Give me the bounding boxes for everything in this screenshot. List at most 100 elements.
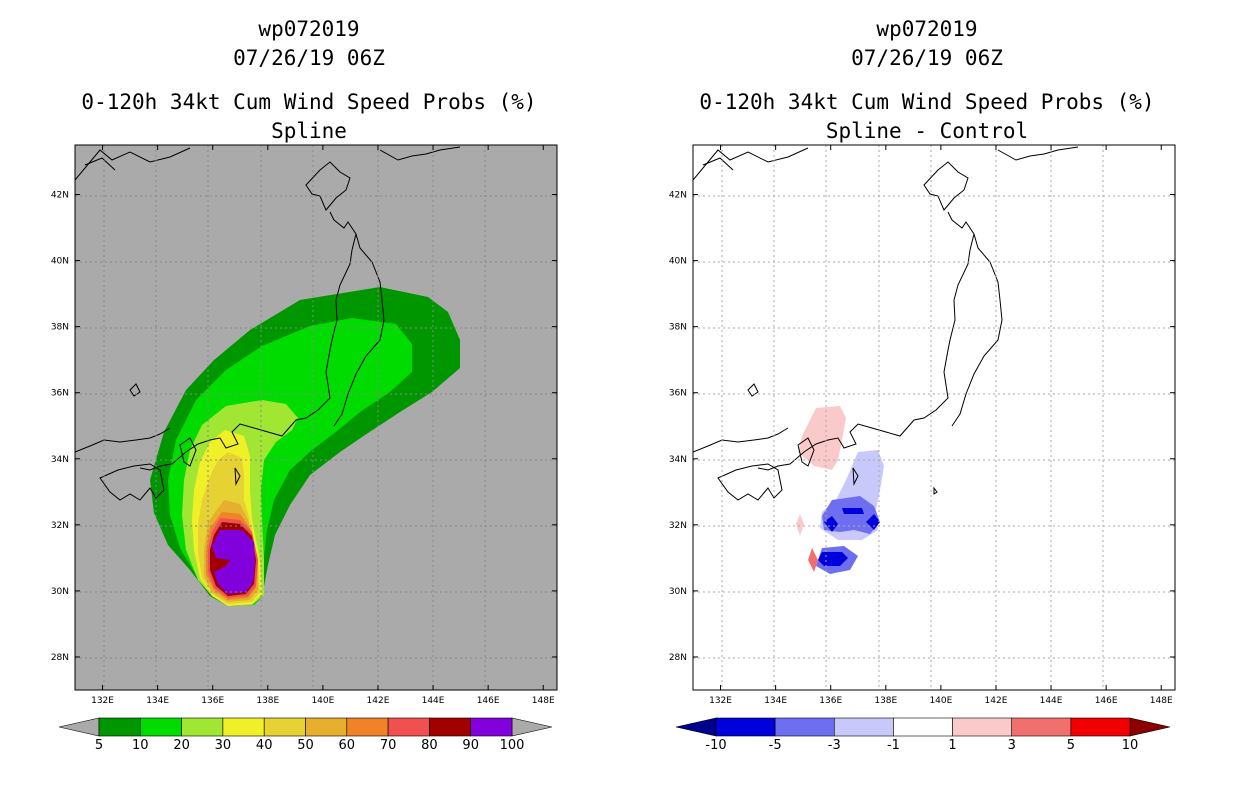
left-y-tick-label: 40N — [51, 257, 69, 267]
left-colorbar-swatch — [263, 717, 306, 737]
diff-positive-1 — [798, 406, 846, 470]
right-y-tick-label: 36N — [669, 389, 687, 399]
right-title-date: 07/26/19 06Z — [851, 46, 1003, 70]
left-colorbar: 5 10 20 30 40 50 60 70 80 90 100 — [58, 717, 553, 753]
right-gridlines — [693, 145, 1175, 690]
right-x-tick-label: 142E — [985, 696, 1008, 706]
left-colorbar-label: 10 — [132, 738, 149, 753]
left-colorbar-label: 5 — [95, 738, 103, 753]
left-title-method: Spline — [271, 119, 347, 143]
left-y-tick-label: 42N — [51, 191, 69, 201]
left-x-axis: 132E 134E 136E 138E 140E 142E 144E 146E 148E — [91, 145, 555, 706]
left-colorbar-swatch — [305, 717, 348, 737]
right-y-tick-label: 38N — [669, 323, 687, 333]
right-colorbar-label: -3 — [828, 738, 841, 753]
right-colorbar-swatch — [774, 717, 835, 737]
left-y-tick-label: 30N — [51, 587, 69, 597]
right-colorbar-arrow-low — [675, 717, 717, 737]
left-colorbar-arrow-low — [58, 717, 100, 737]
left-x-tick-label: 136E — [201, 696, 224, 706]
left-title-date: 07/26/19 06Z — [233, 46, 385, 70]
left-colorbar-swatch — [387, 717, 430, 737]
left-y-tick-label: 38N — [51, 323, 69, 333]
left-x-tick-label: 142E — [367, 696, 390, 706]
left-y-tick-label: 28N — [51, 653, 69, 663]
right-colorbar: -10 -5 -3 -1 1 3 5 10 — [675, 717, 1171, 753]
left-colorbar-label: 30 — [215, 738, 232, 753]
right-x-tick-label: 146E — [1095, 696, 1118, 706]
left-colorbar-label: 70 — [380, 738, 397, 753]
right-colorbar-label: 5 — [1067, 738, 1075, 753]
left-map-frame — [74, 144, 558, 691]
right-panel: wp072019 07/26/19 06Z 0-120h 34kt Cum Wi… — [618, 0, 1236, 800]
right-x-axis: 132E 134E 136E 138E 140E 142E 144E 146E 148E — [709, 145, 1173, 706]
right-colorbar-swatch — [833, 717, 894, 737]
right-x-tick-label: 138E — [874, 696, 897, 706]
left-colorbar-label: 20 — [173, 738, 190, 753]
right-x-tick-label: 134E — [764, 696, 787, 706]
right-colorbar-label: 3 — [1008, 738, 1016, 753]
left-chart-svg: 132E 134E 136E 138E 140E 142E 144E 146E 148E 28N… — [51, 144, 558, 753]
right-map-frame — [692, 144, 1176, 691]
right-title-method: Spline - Control — [825, 119, 1029, 143]
left-x-tick-label: 148E — [532, 696, 555, 706]
diff-negative-5b — [824, 516, 838, 532]
right-title-storm: wp072019 — [876, 17, 978, 41]
left-x-tick-label: 140E — [311, 696, 334, 706]
left-x-tick-label: 144E — [422, 696, 445, 706]
left-x-tick-label: 146E — [477, 696, 500, 706]
left-probability-field — [150, 287, 460, 606]
left-y-axis: 28N 30N 32N 34N 36N 38N 40N 42N — [51, 191, 557, 663]
left-colorbar-swatch — [181, 717, 224, 737]
right-colorbar-swatch — [952, 717, 1013, 737]
right-colorbar-swatch — [1070, 717, 1131, 737]
left-x-tick-label: 132E — [91, 696, 114, 706]
left-colorbar-label: 100 — [500, 738, 525, 753]
left-y-tick-label: 32N — [51, 521, 69, 531]
left-coastlines — [75, 146, 461, 501]
right-x-tick-label: 132E — [709, 696, 732, 706]
left-x-tick-label: 134E — [146, 696, 169, 706]
left-colorbar-label: 50 — [297, 738, 314, 753]
right-y-tick-label: 42N — [669, 191, 687, 201]
right-y-tick-label: 28N — [669, 653, 687, 663]
right-y-tick-label: 30N — [669, 587, 687, 597]
right-coastlines — [693, 146, 1079, 501]
right-colorbar-arrow-high — [1129, 717, 1171, 737]
left-x-tick-label: 138E — [256, 696, 279, 706]
diff-positive-3a — [808, 548, 818, 572]
prob-contour-100 — [212, 530, 255, 594]
left-colorbar-swatch — [140, 717, 182, 737]
left-gridlines — [75, 145, 557, 690]
right-x-tick-label: 140E — [929, 696, 952, 706]
diff-negative-5c — [866, 514, 880, 530]
left-colorbar-arrow-high — [511, 717, 553, 737]
left-colorbar-swatch — [346, 717, 389, 737]
right-x-tick-label: 148E — [1150, 696, 1173, 706]
left-colorbar-swatch — [470, 717, 513, 737]
left-colorbar-swatch — [222, 717, 265, 737]
left-colorbar-swatch — [429, 717, 471, 737]
right-colorbar-label: -5 — [769, 738, 782, 753]
right-chart-svg: 132E 134E 136E 138E 140E 142E 144E 146E 148E 28N… — [669, 144, 1176, 753]
right-y-tick-label: 40N — [669, 257, 687, 267]
right-colorbar-swatch — [1011, 717, 1072, 737]
left-title-storm: wp072019 — [258, 17, 360, 41]
left-y-tick-label: 36N — [51, 389, 69, 399]
left-panel: wp072019 07/26/19 06Z 0-120h 34kt Cum Wi… — [51, 17, 558, 753]
right-colorbar-label: -1 — [887, 738, 900, 753]
right-y-tick-label: 32N — [669, 521, 687, 531]
right-x-tick-label: 144E — [1040, 696, 1063, 706]
right-y-axis: 28N 30N 32N 34N 36N 38N 40N 42N — [669, 191, 1175, 663]
left-title-product: 0-120h 34kt Cum Wind Speed Probs (%) — [81, 90, 537, 114]
left-colorbar-swatch — [98, 717, 141, 737]
right-colorbar-swatch — [893, 717, 953, 737]
right-colorbar-label: 10 — [1122, 738, 1139, 753]
left-y-tick-label: 34N — [51, 455, 69, 465]
left-colorbar-label: 40 — [256, 738, 273, 753]
left-colorbar-label: 90 — [462, 738, 479, 753]
right-colorbar-label: 1 — [948, 738, 956, 753]
right-map-background — [693, 145, 1175, 690]
diff-positive-1b — [796, 514, 804, 536]
left-colorbar-label: 80 — [421, 738, 438, 753]
